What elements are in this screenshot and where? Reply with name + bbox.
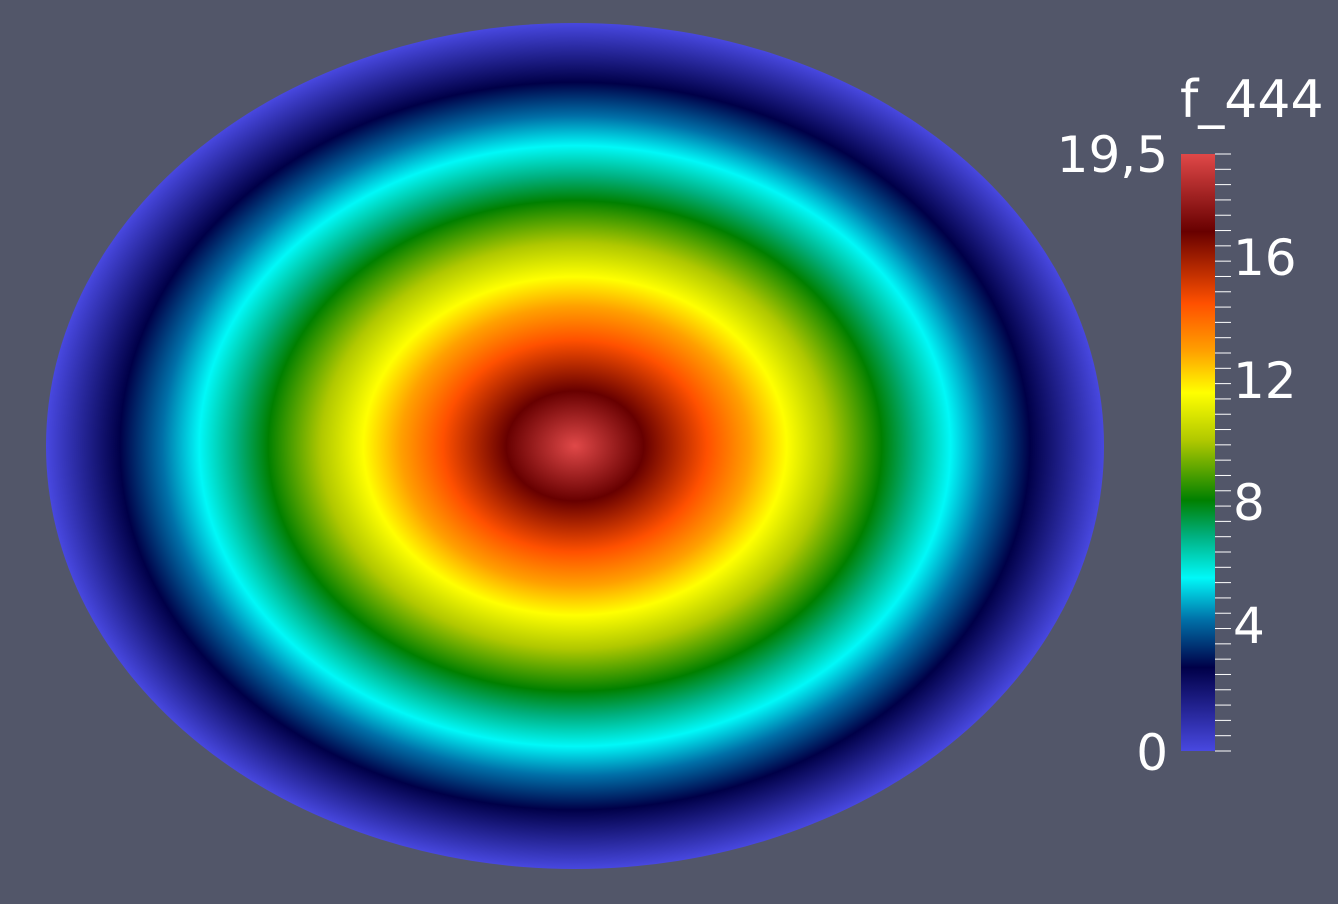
- legend-title: f_444: [1180, 70, 1324, 130]
- legend-min-label: 0: [1136, 724, 1168, 782]
- legend-minor-ticks: [1215, 153, 1231, 752]
- legend-tick-label-12: 12: [1233, 351, 1297, 410]
- legend-max-label: 19,5: [1056, 126, 1168, 184]
- field-ellipse[interactable]: [46, 23, 1104, 869]
- legend-tick-label-4: 4: [1233, 596, 1265, 655]
- color-legend: [1181, 153, 1231, 752]
- legend-tick-label-8: 8: [1233, 474, 1265, 533]
- color-legend-bar: [1181, 154, 1215, 751]
- legend-tick-label-16: 16: [1233, 229, 1297, 288]
